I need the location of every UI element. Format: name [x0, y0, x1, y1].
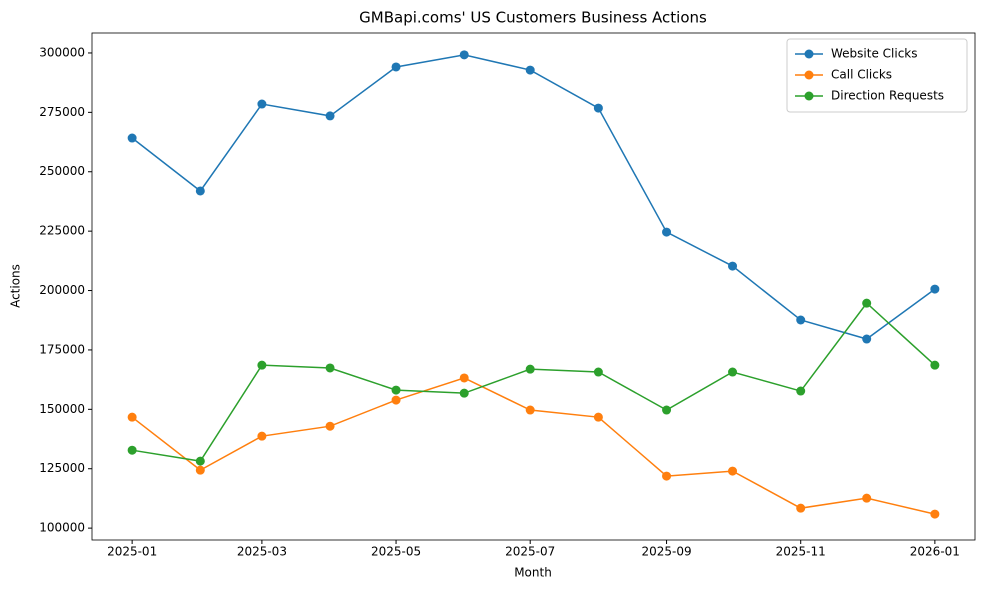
legend-label: Direction Requests [831, 89, 944, 103]
y-tick-label: 200000 [39, 283, 85, 297]
y-tick-label: 250000 [39, 164, 85, 178]
data-point [930, 360, 940, 370]
data-point [662, 405, 672, 415]
y-tick-label: 100000 [39, 521, 85, 535]
legend-label: Call Clicks [831, 68, 892, 82]
legend-marker [804, 91, 814, 101]
data-point [459, 50, 469, 60]
y-tick-label: 150000 [39, 402, 85, 416]
data-point [325, 363, 335, 373]
data-point [796, 503, 806, 513]
data-point [862, 298, 872, 308]
data-point [325, 421, 335, 431]
y-axis-label: Actions [9, 264, 23, 308]
y-tick-label: 300000 [39, 45, 85, 59]
data-point [127, 412, 137, 422]
data-point [728, 466, 738, 476]
data-point [525, 65, 535, 75]
data-point [195, 465, 205, 475]
x-tick-label: 2025-03 [237, 545, 287, 559]
data-point [459, 388, 469, 398]
data-point [391, 385, 401, 395]
data-point [127, 133, 137, 143]
y-tick-label: 175000 [39, 342, 85, 356]
data-point [525, 364, 535, 374]
data-point [257, 360, 267, 370]
y-tick-label: 125000 [39, 461, 85, 475]
x-tick-label: 2026-01 [910, 545, 960, 559]
y-tick-label: 275000 [39, 105, 85, 119]
legend-box [786, 38, 968, 113]
x-tick-label: 2025-09 [641, 545, 691, 559]
data-point [662, 471, 672, 481]
legend-label: Website Clicks [831, 47, 918, 61]
data-point [862, 334, 872, 344]
data-point [257, 431, 267, 441]
x-axis-label: Month [514, 566, 552, 580]
data-point [195, 186, 205, 196]
data-point [459, 373, 469, 383]
x-tick-label: 2025-01 [107, 545, 157, 559]
data-point [662, 227, 672, 237]
data-point [593, 412, 603, 422]
data-point [796, 386, 806, 396]
data-point [728, 261, 738, 271]
data-point [325, 111, 335, 121]
data-point [127, 445, 137, 455]
y-tick-label: 225000 [39, 224, 85, 238]
data-point [525, 405, 535, 415]
x-tick-label: 2025-07 [505, 545, 555, 559]
data-point [257, 99, 267, 109]
legend-marker [804, 49, 814, 59]
x-tick-label: 2025-11 [776, 545, 826, 559]
data-point [391, 395, 401, 405]
data-point [796, 315, 806, 325]
data-point [930, 284, 940, 294]
data-point [728, 367, 738, 377]
data-point [593, 103, 603, 113]
data-point [593, 367, 603, 377]
x-tick-label: 2025-05 [371, 545, 421, 559]
legend-marker [804, 70, 814, 80]
data-point [391, 62, 401, 72]
data-point [862, 493, 872, 503]
chart-title: GMBapi.coms' US Customers Business Actio… [359, 9, 707, 27]
data-point [930, 509, 940, 519]
axes-frame [91, 32, 976, 541]
data-point [195, 456, 205, 466]
